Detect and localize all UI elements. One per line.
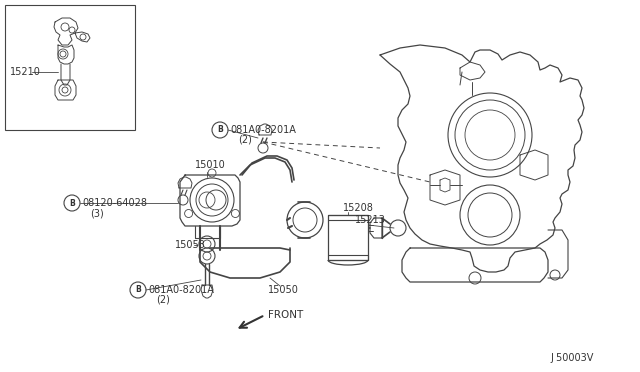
Text: FRONT: FRONT xyxy=(268,310,303,320)
Text: (2): (2) xyxy=(238,135,252,145)
Text: 08120-64028: 08120-64028 xyxy=(82,198,147,208)
Text: (3): (3) xyxy=(90,208,104,218)
Text: 15050: 15050 xyxy=(268,285,299,295)
Text: 15210: 15210 xyxy=(10,67,41,77)
Text: 15208: 15208 xyxy=(343,203,374,213)
Text: 15010: 15010 xyxy=(195,160,226,170)
Text: 15213: 15213 xyxy=(355,215,386,225)
Text: (2): (2) xyxy=(156,295,170,305)
Text: B: B xyxy=(69,199,75,208)
Bar xyxy=(5,5,135,130)
Text: 15053: 15053 xyxy=(175,240,206,250)
Text: J 50003V: J 50003V xyxy=(550,353,593,363)
Text: B: B xyxy=(217,125,223,135)
Text: B: B xyxy=(135,285,141,295)
Text: 081A0-8201A: 081A0-8201A xyxy=(148,285,214,295)
Text: 081A0-8201A: 081A0-8201A xyxy=(230,125,296,135)
Bar xyxy=(328,215,368,260)
